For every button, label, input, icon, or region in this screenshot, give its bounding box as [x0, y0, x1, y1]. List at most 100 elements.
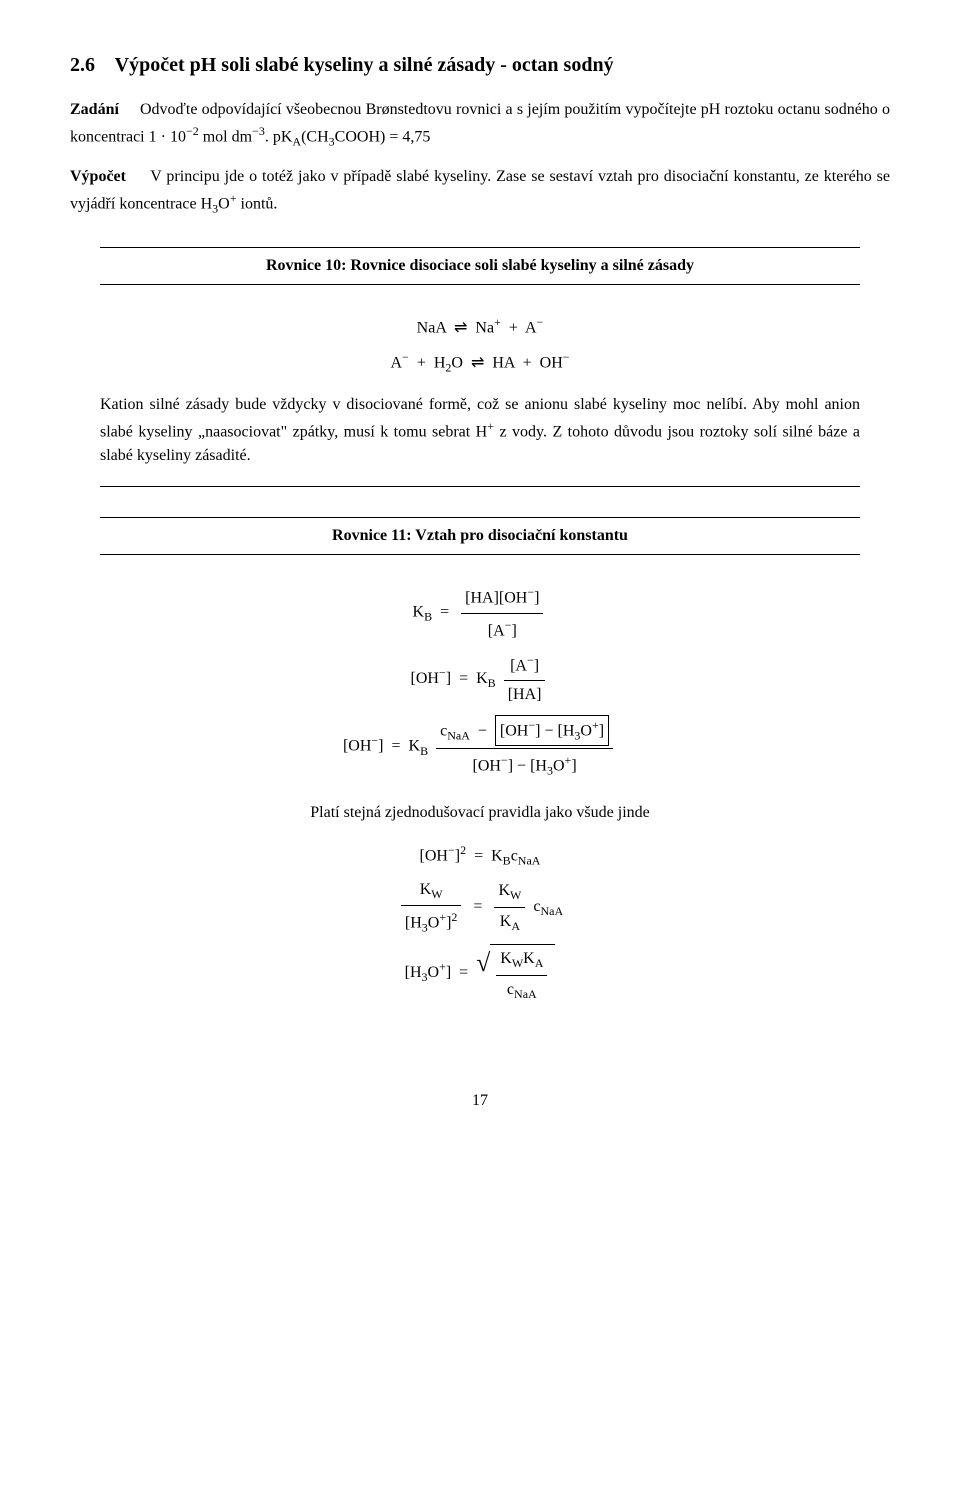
- kb-4: K: [491, 848, 503, 865]
- frac-kw-left: KW [H3O+]2: [401, 878, 462, 937]
- eq-oh-long: [OH−] = KB cNaA − [OH−] − [H3O+] [OH−] −…: [150, 715, 810, 779]
- kb: K: [413, 604, 425, 621]
- frac-kb: [HA][OH−] [A−]: [461, 583, 543, 643]
- dm-exp: −3: [252, 124, 265, 138]
- rovnice11-box: Rovnice 11: Vztah pro disociační konstan…: [100, 517, 860, 1029]
- rovnice11-content: KB = [HA][OH−] [A−] [OH−] = KB [A−] [HA]…: [150, 555, 810, 1029]
- oh-sup-2: −: [439, 665, 446, 679]
- kb-sub-2: B: [488, 676, 496, 690]
- h3o-a-2: H: [535, 757, 547, 774]
- eq1-a: A: [525, 319, 537, 336]
- c-2: c: [511, 848, 518, 865]
- oh-sup-3: −: [371, 734, 378, 748]
- rovnice10-eq1: NaA ⇌ Na+ + A−: [100, 313, 860, 340]
- c-sub-2: NaA: [518, 854, 541, 868]
- zadani-label: Zadání: [70, 101, 119, 118]
- kw-1: K: [420, 881, 432, 898]
- pk-sub: A: [292, 135, 301, 149]
- rovnice10-box: Rovnice 10: Rovnice disociace soli slabé…: [100, 247, 860, 487]
- h3o-a-1: H: [563, 723, 575, 740]
- h3o-a-4: H: [410, 964, 422, 981]
- kw-sub-3: W: [512, 957, 523, 971]
- ka-1: K: [500, 913, 512, 930]
- c-sub-1: NaA: [447, 729, 470, 743]
- h3o-c-3: O: [428, 914, 440, 931]
- a-2: A: [515, 657, 527, 674]
- oh-2: OH: [416, 670, 439, 687]
- eq2-o: O: [451, 355, 463, 372]
- simplify-text: Platí stejná zjednodušovací pravidla jak…: [150, 801, 810, 825]
- a-sup-1: −: [505, 618, 512, 632]
- eq2-oh-sup: −: [563, 350, 570, 364]
- oh-sup-5: −: [501, 753, 508, 767]
- kb-sub-4: B: [503, 854, 511, 868]
- oh-sup-4: −: [528, 718, 535, 732]
- ka-2: K: [523, 950, 535, 967]
- kb-sub-3: B: [420, 744, 428, 758]
- h3o-c-2: O: [553, 757, 565, 774]
- eq2-h: H: [434, 355, 446, 372]
- sq-1: 2: [460, 843, 466, 857]
- zadani-text-e: COOH) = 4,75: [335, 128, 431, 145]
- c-sub-3: NaA: [540, 904, 563, 918]
- vypocet-paragraph: Výpočet V principu jde o totéž jako v př…: [70, 165, 890, 218]
- h3o-a-3: H: [410, 914, 422, 931]
- zadani-text-d: (CH: [301, 128, 329, 145]
- vypocet-text-b: O: [218, 195, 230, 212]
- page-number: 17: [70, 1089, 890, 1113]
- kb-2: K: [476, 670, 488, 687]
- oh-3: OH: [348, 738, 371, 755]
- eq1-a-sup: −: [537, 315, 544, 329]
- eq2-a-sup: −: [402, 350, 409, 364]
- ka-sub-2: A: [535, 957, 544, 971]
- oh-5: OH: [478, 757, 501, 774]
- kw-3: K: [500, 950, 512, 967]
- rovnice10-eq2: A− + H2O ⇌ HA + OH−: [100, 348, 860, 377]
- c-4: c: [507, 981, 514, 998]
- oh-sup-6: −: [448, 843, 455, 857]
- kw-2: K: [498, 882, 510, 899]
- kb-sub: B: [424, 610, 432, 624]
- oh-4: OH: [505, 723, 528, 740]
- section-title-text: Výpočet pH soli slabé kyseliny a silné z…: [115, 54, 614, 76]
- rovnice11-title: Rovnice 11: Vztah pro disociační konstan…: [100, 518, 860, 555]
- section-number: 2.6: [70, 54, 95, 76]
- rovnice10-content: NaA ⇌ Na+ + A− A− + H2O ⇌ HA + OH− Katio…: [100, 285, 860, 486]
- zadani-paragraph: Zadání Odvoďte odpovídající všeobecnou B…: [70, 98, 890, 151]
- boxed-term: [OH−] − [H3O+]: [495, 715, 609, 746]
- rovnice10-explain: Kation silné zásady bude vždycky v disoc…: [100, 393, 860, 468]
- eq2-a: A: [390, 355, 402, 372]
- eq-kb-def: KB = [HA][OH−] [A−]: [150, 583, 810, 643]
- a-1: A: [493, 622, 505, 639]
- vypocet-text-c: iontů.: [237, 195, 278, 212]
- eq-oh-sq: [OH−]2 = KBcNaA: [150, 841, 810, 870]
- oh-6: OH: [425, 848, 448, 865]
- sqrt-icon: √: [476, 944, 490, 1002]
- o-sup: +: [230, 191, 237, 205]
- oh-1: OH: [504, 590, 527, 607]
- eq1-na-sup: +: [494, 315, 501, 329]
- eq-kw-frac: KW [H3O+]2 = KW KA cNaA: [150, 878, 810, 937]
- eq-h3o-final: [H3O+] = √ KWKA cNaA: [150, 944, 810, 1002]
- kw-sub-1: W: [431, 887, 442, 901]
- eq2-ha: HA: [492, 355, 514, 372]
- h3o-sup-3: +: [439, 910, 446, 924]
- zadani-text-b: mol dm: [199, 128, 252, 145]
- kw-sub-2: W: [510, 889, 521, 903]
- eq-oh-kb: [OH−] = KB [A−] [HA]: [150, 651, 810, 707]
- ha-1: HA: [470, 590, 493, 607]
- ka-sub-1: A: [511, 919, 520, 933]
- h3o-sup-1: +: [592, 718, 599, 732]
- frac-long: cNaA − [OH−] − [H3O+] [OH−] − [H3O+]: [436, 715, 613, 779]
- rule-bot: [100, 486, 860, 487]
- h3o-sup-4: +: [439, 960, 446, 974]
- ha-2: HA: [513, 686, 536, 703]
- oh-sup-1: −: [527, 585, 534, 599]
- h3o-sup-2: +: [565, 753, 572, 767]
- vypocet-label: Výpočet: [70, 168, 126, 185]
- h3o-c-4: O: [428, 964, 440, 981]
- r10-para-sup: +: [487, 419, 494, 433]
- kb-3: K: [409, 738, 421, 755]
- c-sub-4: NaA: [514, 987, 537, 1001]
- vypocet-text-a: V principu jde o totéž jako v případě sl…: [70, 168, 890, 212]
